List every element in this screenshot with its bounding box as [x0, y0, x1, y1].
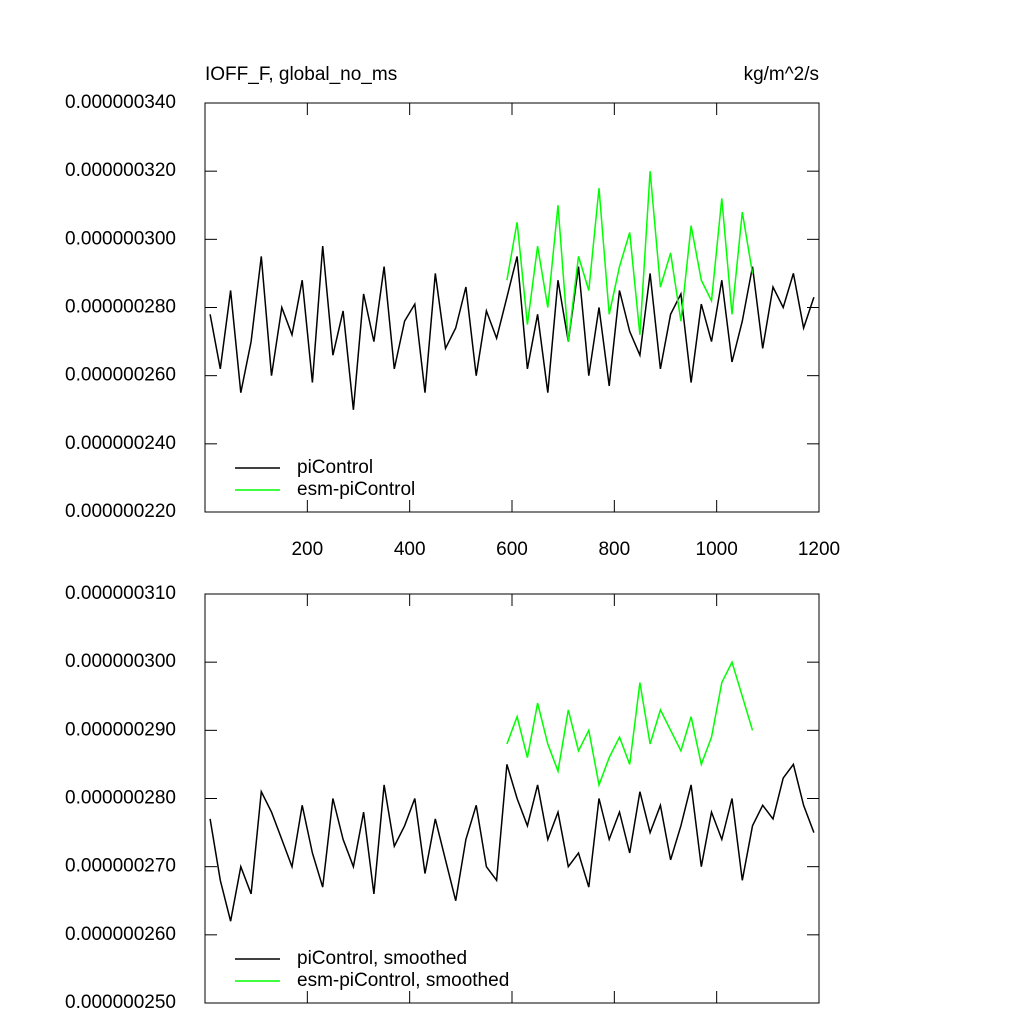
units-label: kg/m^2/s	[744, 64, 819, 85]
series-line	[506, 171, 754, 342]
x-tick-label: 200	[291, 539, 323, 560]
y-tick-label: 0.000000340	[65, 92, 176, 113]
series-line	[209, 246, 815, 410]
legend-label: piControl	[297, 457, 373, 478]
plot-frame	[204, 593, 820, 1004]
y-tick-label: 0.000000260	[65, 365, 176, 386]
y-tick-label: 0.000000240	[65, 433, 176, 454]
x-tick-label: 400	[394, 539, 426, 560]
chart-title: IOFF_F, global_no_ms	[205, 64, 397, 85]
y-tick-label: 0.000000300	[65, 651, 176, 672]
y-tick-label: 0.000000280	[65, 788, 176, 809]
y-tick-label: 0.000000260	[65, 924, 176, 945]
y-tick-label: 0.000000250	[65, 992, 176, 1013]
legend-label: piControl, smoothed	[297, 948, 467, 969]
series-line	[209, 762, 815, 922]
series-line	[506, 660, 754, 788]
x-tick-label: 800	[598, 539, 630, 560]
y-tick-label: 0.000000220	[65, 501, 176, 522]
legend-label: esm-piControl	[297, 479, 415, 500]
legend-label: esm-piControl, smoothed	[297, 970, 509, 991]
y-tick-label: 0.000000290	[65, 719, 176, 740]
y-tick-label: 0.000000310	[65, 583, 176, 604]
x-tick-label: 600	[496, 539, 528, 560]
x-tick-label: 1000	[696, 539, 738, 560]
x-tick-label: 1200	[798, 539, 840, 560]
y-tick-label: 0.000000270	[65, 856, 176, 877]
y-tick-label: 0.000000300	[65, 228, 176, 249]
y-tick-label: 0.000000320	[65, 160, 176, 181]
y-tick-label: 0.000000280	[65, 297, 176, 318]
